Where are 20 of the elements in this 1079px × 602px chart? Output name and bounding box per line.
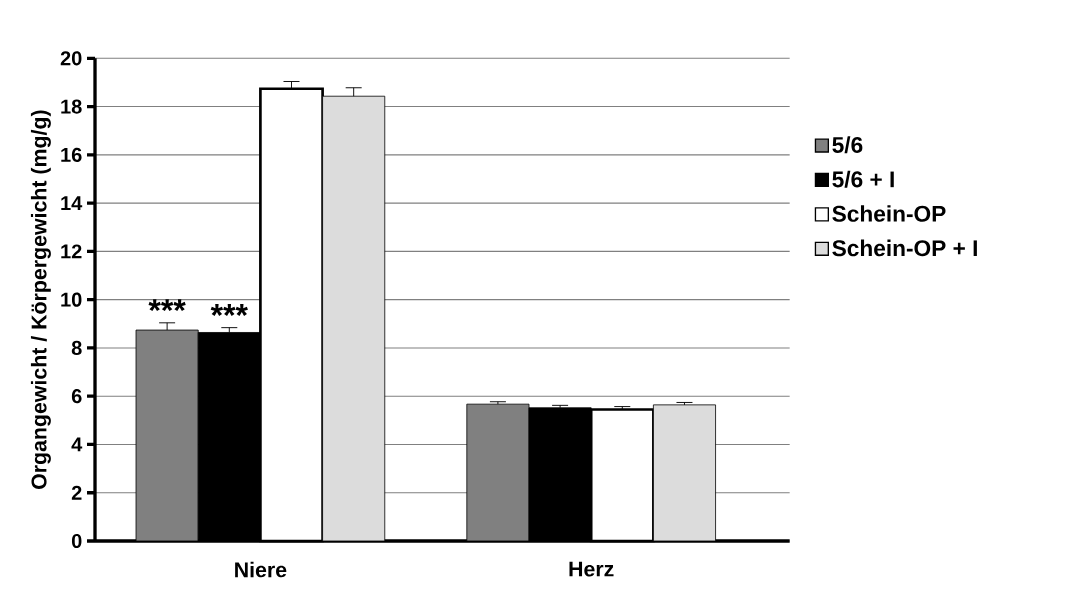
y-tick-label: 4 xyxy=(71,437,83,452)
y-tick-label: 8 xyxy=(71,340,82,355)
legend-label: Schein-OP xyxy=(832,205,946,222)
y-tick-label: 10 xyxy=(61,292,82,307)
y-tick-label: 6 xyxy=(71,389,82,404)
x-tick-label: Herz xyxy=(569,561,614,577)
legend-label: 5/6 xyxy=(832,136,863,154)
y-axis-title: Organgewicht / Körpergewicht (mg/g) xyxy=(30,110,51,490)
legend-label: 5/6 + I xyxy=(832,170,894,188)
y-tick-label: 2 xyxy=(71,485,82,500)
y-tick-label: 12 xyxy=(61,244,82,259)
x-tick-label: Niere xyxy=(235,561,287,578)
y-tick-label: 14 xyxy=(61,196,83,210)
y-tick-label: 16 xyxy=(61,147,82,162)
y-tick-label: 20 xyxy=(60,51,82,66)
y-tick-label: 0 xyxy=(71,533,82,549)
y-tick-label: 18 xyxy=(61,99,82,114)
legend-label: Schein-OP + I xyxy=(832,239,977,257)
annotation: *** xyxy=(210,304,248,316)
annotation: *** xyxy=(148,299,186,312)
